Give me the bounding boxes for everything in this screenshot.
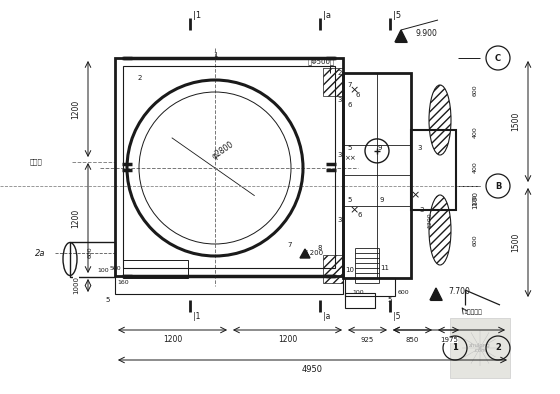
Bar — [345, 293, 375, 308]
Text: 3: 3 — [338, 152, 342, 158]
Polygon shape — [430, 288, 442, 300]
Text: 3: 3 — [420, 207, 424, 213]
Text: 600: 600 — [473, 84, 478, 96]
Text: 10: 10 — [346, 267, 354, 273]
Text: 1200: 1200 — [427, 212, 432, 228]
Text: 2: 2 — [338, 70, 342, 76]
Text: 1500: 1500 — [511, 112, 520, 131]
Text: |5: |5 — [393, 312, 400, 321]
Text: 7: 7 — [348, 82, 352, 88]
Text: 9: 9 — [380, 197, 384, 203]
Text: |a: |a — [323, 312, 330, 321]
Polygon shape — [300, 249, 310, 258]
Text: 1: 1 — [213, 52, 217, 58]
Text: 7.700: 7.700 — [448, 288, 470, 297]
Text: 4950: 4950 — [302, 366, 323, 375]
Text: 2: 2 — [495, 344, 501, 353]
Text: 1200: 1200 — [163, 336, 182, 344]
Polygon shape — [395, 30, 407, 42]
Bar — [323, 68, 343, 96]
Text: 管线处: 管线处 — [30, 159, 43, 165]
Text: 9.900: 9.900 — [415, 28, 437, 37]
Text: 8: 8 — [318, 245, 322, 251]
Bar — [123, 260, 188, 278]
Text: |5: |5 — [393, 11, 401, 19]
Text: 1结构坡脚: 1结构坡脚 — [463, 309, 482, 315]
Text: 5: 5 — [348, 197, 352, 203]
Text: 6: 6 — [358, 212, 362, 218]
Text: 1200: 1200 — [72, 208, 81, 228]
Text: 管Φ500条: 管Φ500条 — [308, 59, 335, 65]
Text: 600: 600 — [87, 246, 92, 258]
Bar — [115, 58, 343, 276]
Text: 7: 7 — [288, 242, 292, 248]
Bar — [450, 318, 510, 378]
Text: 9: 9 — [378, 145, 382, 151]
Text: 2a: 2a — [35, 249, 45, 258]
Text: 1975: 1975 — [440, 337, 458, 343]
Text: 1100: 1100 — [472, 191, 478, 209]
Text: 500: 500 — [109, 266, 121, 271]
Text: 100: 100 — [352, 290, 364, 296]
Text: 1: 1 — [452, 344, 458, 353]
Bar — [123, 66, 335, 268]
Text: 600: 600 — [473, 234, 478, 246]
Text: 1200: 1200 — [72, 99, 81, 119]
Text: 600: 600 — [397, 290, 409, 296]
Text: 400: 400 — [473, 161, 478, 173]
Text: 3: 3 — [418, 145, 422, 151]
Text: |1: |1 — [193, 11, 201, 19]
Text: 850: 850 — [406, 337, 419, 343]
Text: |a: |a — [323, 11, 331, 19]
Text: 160: 160 — [117, 279, 129, 284]
Text: 550: 550 — [442, 337, 455, 343]
Text: C: C — [495, 54, 501, 63]
Text: ×: × — [349, 205, 359, 215]
Text: 6: 6 — [348, 102, 352, 108]
Text: 6.200: 6.200 — [303, 250, 323, 256]
Text: 11: 11 — [380, 265, 390, 271]
Text: ××: ×× — [344, 155, 356, 161]
Text: 100: 100 — [97, 268, 109, 273]
Bar — [345, 278, 395, 296]
Text: 5: 5 — [106, 297, 110, 303]
Text: 5: 5 — [388, 297, 392, 303]
Bar — [343, 73, 411, 278]
Text: 1000: 1000 — [73, 277, 79, 294]
Text: 925: 925 — [361, 337, 374, 343]
Text: 6: 6 — [356, 92, 360, 98]
Text: 3: 3 — [338, 97, 342, 103]
Bar — [323, 255, 343, 283]
Bar — [115, 276, 343, 294]
Text: |1: |1 — [193, 312, 200, 321]
Text: 1500: 1500 — [511, 233, 520, 252]
Text: ×: × — [349, 85, 359, 95]
Text: 2: 2 — [138, 75, 142, 81]
Bar — [70, 242, 115, 277]
Bar — [411, 130, 456, 210]
Text: 1200: 1200 — [278, 336, 297, 344]
Text: ×: × — [410, 190, 419, 200]
Text: 100: 100 — [473, 194, 478, 206]
Text: 400: 400 — [473, 126, 478, 138]
Text: φ2800: φ2800 — [211, 139, 236, 161]
Text: zhulong
.com: zhulong .com — [469, 343, 491, 353]
Text: B: B — [495, 182, 501, 191]
Text: 5: 5 — [348, 145, 352, 151]
Text: 3: 3 — [338, 217, 342, 223]
